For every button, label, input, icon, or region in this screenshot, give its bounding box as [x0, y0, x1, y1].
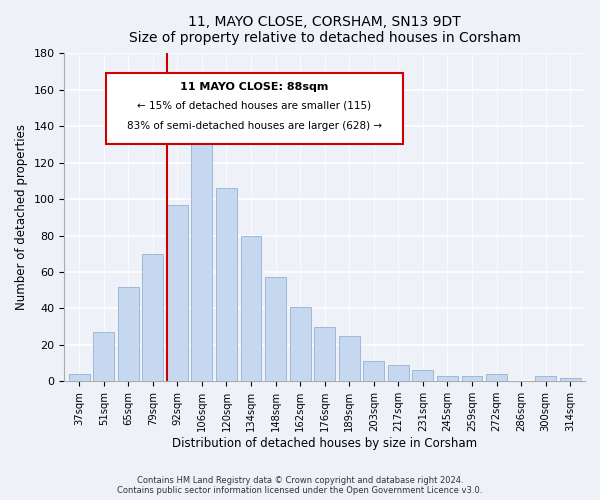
Bar — [486, 374, 507, 382]
Bar — [265, 278, 286, 382]
X-axis label: Distribution of detached houses by size in Corsham: Distribution of detached houses by size … — [172, 437, 477, 450]
Text: Contains HM Land Registry data © Crown copyright and database right 2024.
Contai: Contains HM Land Registry data © Crown c… — [118, 476, 482, 495]
Bar — [142, 254, 163, 382]
Title: 11, MAYO CLOSE, CORSHAM, SN13 9DT
Size of property relative to detached houses i: 11, MAYO CLOSE, CORSHAM, SN13 9DT Size o… — [129, 15, 521, 45]
Y-axis label: Number of detached properties: Number of detached properties — [15, 124, 28, 310]
Bar — [535, 376, 556, 382]
FancyBboxPatch shape — [106, 73, 403, 144]
Bar — [191, 126, 212, 382]
Bar — [560, 378, 581, 382]
Bar — [290, 306, 311, 382]
Bar — [241, 236, 262, 382]
Text: ← 15% of detached houses are smaller (115): ← 15% of detached houses are smaller (11… — [137, 101, 371, 111]
Bar — [93, 332, 114, 382]
Bar — [388, 365, 409, 382]
Bar — [167, 204, 188, 382]
Bar — [216, 188, 237, 382]
Bar — [118, 286, 139, 382]
Text: 11 MAYO CLOSE: 88sqm: 11 MAYO CLOSE: 88sqm — [180, 82, 329, 92]
Bar — [437, 376, 458, 382]
Bar — [461, 376, 482, 382]
Bar — [314, 326, 335, 382]
Bar — [412, 370, 433, 382]
Bar — [339, 336, 359, 382]
Bar — [69, 374, 89, 382]
Bar — [364, 362, 384, 382]
Text: 83% of semi-detached houses are larger (628) →: 83% of semi-detached houses are larger (… — [127, 120, 382, 130]
